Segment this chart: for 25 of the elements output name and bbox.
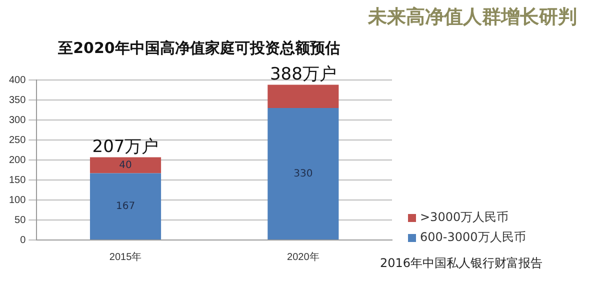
bar	[90, 173, 162, 240]
bar	[90, 157, 162, 174]
y-tick-label: 150	[8, 174, 26, 186]
x-tick-label: 2020年	[287, 250, 320, 263]
data-label: 167	[116, 200, 136, 212]
text: 2016年中国私人银行财富报告	[380, 255, 543, 272]
y-tick-label: 300	[8, 114, 26, 126]
y-tick-label: 50	[14, 214, 26, 226]
legend-label: >3000万人民币	[420, 209, 509, 226]
text: 未来高净值人群增长研判	[368, 5, 577, 30]
y-tick-label: 350	[8, 94, 26, 106]
y-tick-label: 200	[8, 154, 26, 166]
legend-label: 600-3000万人民币	[420, 229, 526, 246]
y-tick-label: 0	[20, 234, 26, 246]
bar	[268, 84, 339, 108]
chart-title: 至2020年中国高净值家庭可投资总额预估	[57, 38, 340, 57]
total-label: 388万户	[270, 64, 336, 85]
total-label: 207万户	[92, 137, 159, 158]
y-tick-label: 100	[8, 194, 26, 206]
y-tick-label: 250	[8, 134, 26, 146]
bar	[268, 108, 339, 240]
data-label: 40	[119, 160, 132, 171]
x-tick-label: 2015年	[109, 250, 142, 263]
data-label: 330	[294, 168, 313, 180]
y-tick-label: 400	[8, 74, 26, 86]
